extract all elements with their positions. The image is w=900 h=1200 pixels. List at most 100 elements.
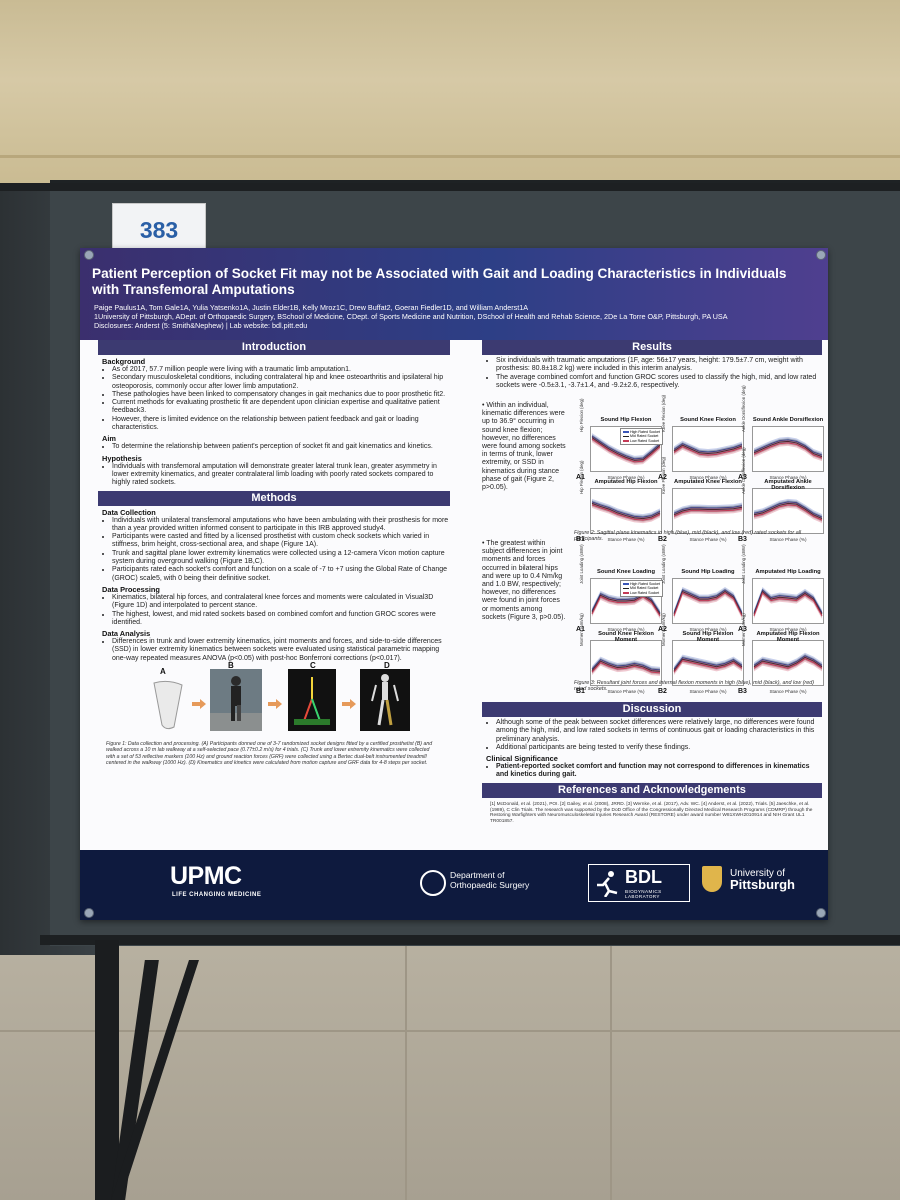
clinical-significance-list: Patient-reported socket comfort and func… — [482, 763, 822, 780]
list-item: Additional participants are being tested… — [496, 744, 822, 752]
background-list: As of 2017, 57.7 million people were liv… — [98, 366, 450, 432]
legend-label: Mid Rated Socket — [630, 434, 659, 439]
plot-area — [752, 426, 824, 472]
legend-entry: High Rated Socket — [623, 430, 660, 434]
series-line — [673, 592, 743, 617]
pitt-line: University of — [730, 868, 786, 879]
legend-entry: Low Rated Socket — [623, 439, 660, 443]
series-line — [753, 589, 823, 614]
list-item: Trunk and sagittal plane lower extremity… — [112, 550, 450, 567]
introduction-heading: Introduction — [98, 340, 450, 355]
series-line — [753, 501, 823, 518]
data-processing-list: Kinematics, bilateral hip forces, and co… — [98, 594, 450, 627]
wall-trim — [0, 155, 900, 158]
plot-title: Amputated Hip Loading — [755, 569, 821, 575]
aim-label: Aim — [102, 434, 116, 444]
background-label: Background — [102, 357, 146, 366]
panel-label: B1 — [576, 536, 585, 543]
list-item: The highest, lowest, and mid rated socke… — [112, 611, 450, 628]
list-item: These pathologies have been linked to co… — [112, 391, 450, 399]
aim-list: To determine the relationship between pa… — [98, 443, 450, 451]
figure-label: D — [384, 661, 390, 671]
figure-1: A B C D — [98, 661, 450, 737]
plot-frame — [752, 426, 824, 472]
poster-title: Patient Perception of Socket Fit may not… — [92, 266, 787, 297]
list-item: Participants were casted and fitted by a… — [112, 533, 450, 550]
series-line — [591, 502, 661, 520]
arrow-icon — [268, 699, 282, 710]
legend-entry: Low Rated Socket — [623, 591, 660, 595]
discussion-list: Although some of the peak between socket… — [482, 719, 822, 752]
push-pin-icon — [84, 250, 94, 260]
y-axis-label: Knee Flexion (deg) — [661, 456, 666, 494]
poster-body: Introduction Background As of 2017, 57.7… — [80, 340, 828, 850]
x-axis-label: Stance Phase (%) — [607, 537, 645, 542]
series-line — [753, 590, 823, 615]
data-collection-label: Data Collection — [102, 507, 156, 517]
legend-swatch — [623, 592, 629, 594]
plot-title: Sound Ankle Dorsiflexion — [752, 417, 824, 423]
results-heading: Results — [482, 340, 822, 355]
legend-swatch — [623, 440, 629, 442]
references-heading: References and Acknowledgements — [482, 782, 822, 798]
x-axis-label: Stance Phase (%) — [689, 689, 727, 694]
plot-title: Amputated Knee Flexion — [674, 479, 742, 485]
department-line: Orthopaedic Surgery — [450, 880, 530, 890]
x-axis-label: Stance Phase (%) — [689, 537, 727, 542]
bdl-text: BDL — [625, 867, 662, 887]
series-line — [753, 658, 823, 669]
series-line — [591, 662, 661, 674]
series-band — [754, 436, 822, 459]
figure-2: Sound Hip Flexion Stance Phase (%) Hip Fle… — [576, 385, 824, 544]
plot-title: Sound Knee Loading — [597, 569, 655, 575]
figure-3: Sound Knee Loading Stance Phase (%) Joint … — [576, 544, 824, 695]
legend-swatch — [623, 435, 629, 438]
floor-seam — [610, 920, 612, 1200]
series-line — [753, 655, 823, 666]
figure-label: A — [160, 667, 166, 677]
upmc-tagline: LIFE CHANGING MEDICINE — [172, 892, 262, 898]
walkway-photo — [210, 669, 262, 732]
data-analysis-label: Data Analysis — [102, 629, 151, 639]
series-band — [674, 440, 742, 456]
series-band — [592, 593, 660, 619]
hypothesis-label: Hypothesis — [102, 453, 142, 463]
affiliations: 1University of Pittsburgh, ADept. of Ort… — [94, 312, 728, 321]
panel-label: A2 — [658, 626, 667, 633]
x-axis-label: Stance Phase (%) — [769, 627, 807, 632]
plot-area — [590, 640, 662, 686]
series-line — [753, 439, 823, 456]
plot-b3: Amputated Hip Flexion Moment Stance Phase… — [738, 613, 824, 695]
series-line — [673, 505, 743, 514]
series-band — [592, 590, 660, 616]
series-line — [753, 440, 823, 458]
list-item: Individuals with transfemoral amputation… — [112, 463, 450, 488]
y-axis-label: Ankle Dorsiflexion (deg) — [741, 447, 746, 494]
methods-heading: Methods — [98, 490, 450, 506]
legend-label: Low Rated Socket — [630, 438, 660, 443]
series-line — [591, 658, 661, 671]
x-axis-label: Stance Phase (%) — [607, 475, 645, 480]
plot-title: Amputated Hip Flexion Moment — [756, 631, 820, 643]
list-item: The average combined comfort and functio… — [496, 374, 822, 391]
research-poster: Patient Perception of Socket Fit may not… — [80, 248, 828, 920]
right-column: Results Six individuals with traumatic a… — [482, 340, 824, 850]
plot-title: Amputated Hip Flexion — [594, 479, 658, 485]
panel-label: A1 — [576, 626, 585, 633]
legend-label: Mid Rated Socket — [630, 586, 659, 591]
plot-b1: Amputated Hip Flexion Stance Phase (%) Hip… — [576, 461, 662, 543]
pitt-shield-icon — [702, 866, 722, 892]
background-wall — [0, 0, 900, 200]
plot-area — [590, 578, 662, 624]
figure-1-caption: Figure 1: Data collection and processing… — [106, 741, 433, 766]
results-list: Six individuals with traumatic amputatio… — [482, 357, 822, 390]
legend-entry: High Rated Socket — [623, 582, 660, 586]
floor-seam — [0, 1030, 900, 1032]
plot-a2: Sound Knee Flexion Stance Phase (%) Knee F… — [658, 395, 744, 481]
plot-title: Sound Hip Flexion Moment — [682, 631, 734, 643]
series-band — [674, 505, 742, 520]
panel-label: A3 — [738, 626, 747, 633]
department-line: Department of — [450, 870, 505, 880]
y-axis-label: Hip Flexion (deg) — [579, 398, 584, 432]
discussion-heading: Discussion — [482, 702, 822, 717]
